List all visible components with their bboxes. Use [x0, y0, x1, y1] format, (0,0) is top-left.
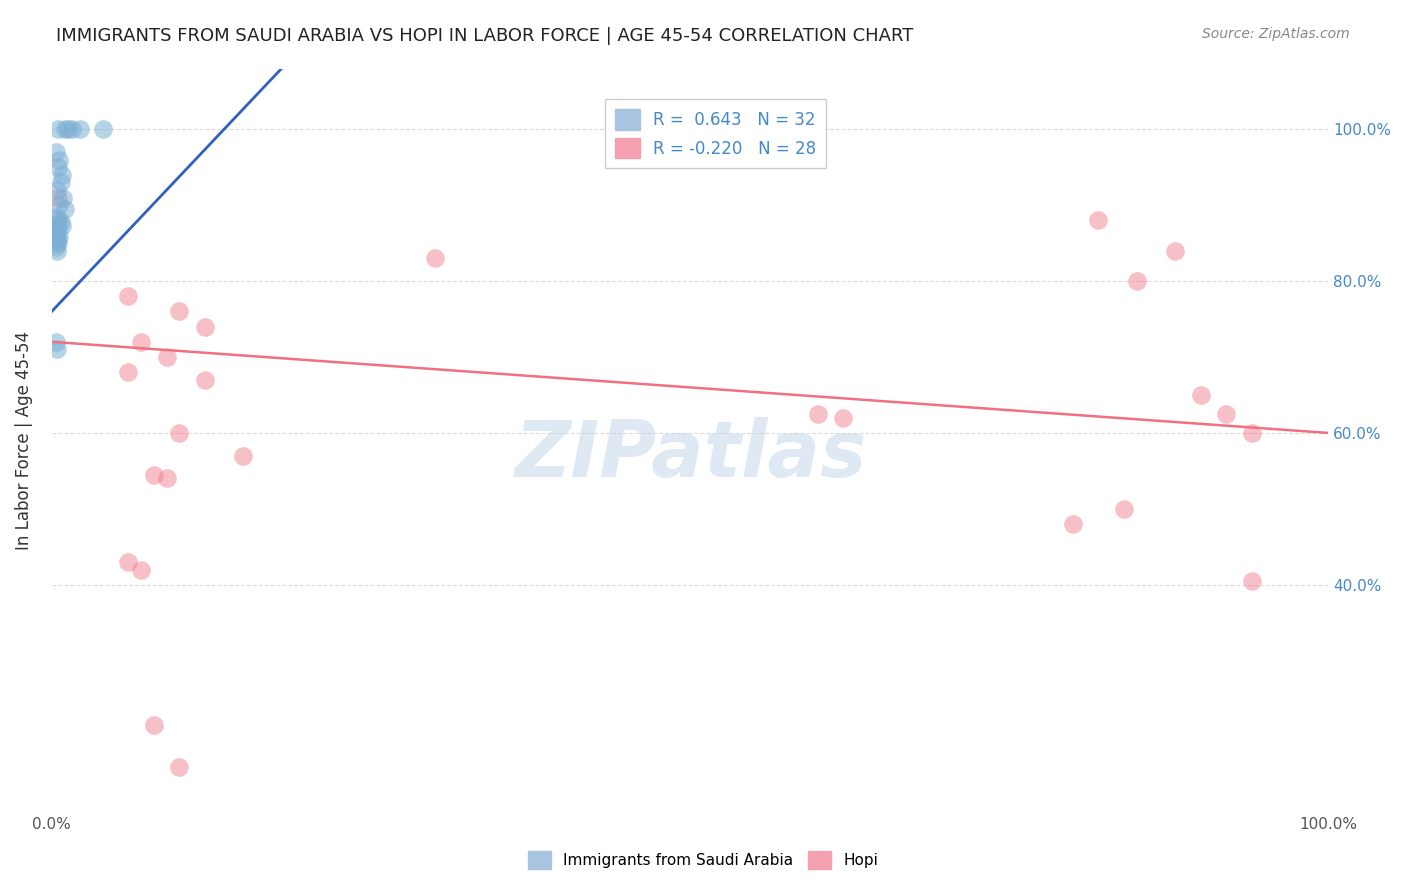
Point	[117, 365, 139, 379]
Point	[48, 230, 70, 244]
Point	[45, 227, 67, 241]
Point	[156, 471, 179, 485]
Point	[45, 217, 67, 231]
Y-axis label: In Labor Force | Age 45-54: In Labor Force | Age 45-54	[15, 331, 32, 550]
Legend: R =  0.643   N = 32, R = -0.220   N = 28: R = 0.643 N = 32, R = -0.220 N = 28	[605, 99, 827, 169]
Point	[46, 211, 69, 226]
Point	[51, 168, 73, 182]
Point	[53, 202, 76, 216]
Point	[117, 289, 139, 303]
Point	[46, 122, 69, 136]
Point	[806, 407, 828, 421]
Legend: Immigrants from Saudi Arabia, Hopi: Immigrants from Saudi Arabia, Hopi	[522, 845, 884, 875]
Point	[129, 563, 152, 577]
Point	[117, 555, 139, 569]
Point	[60, 122, 83, 136]
Point	[1240, 574, 1263, 588]
Point	[45, 210, 67, 224]
Point	[46, 160, 69, 174]
Point	[232, 449, 254, 463]
Point	[91, 122, 114, 136]
Point	[45, 244, 67, 258]
Point	[45, 183, 67, 197]
Point	[49, 175, 72, 189]
Point	[1062, 516, 1084, 531]
Text: ZIPatlas: ZIPatlas	[513, 417, 866, 493]
Point	[169, 425, 191, 440]
Point	[45, 240, 67, 254]
Point	[58, 122, 80, 136]
Point	[46, 236, 69, 251]
Point	[45, 232, 67, 246]
Point	[53, 122, 76, 136]
Text: Source: ZipAtlas.com: Source: ZipAtlas.com	[1202, 27, 1350, 41]
Point	[423, 252, 446, 266]
Point	[46, 191, 69, 205]
Point	[142, 467, 165, 482]
Point	[45, 334, 67, 349]
Point	[45, 343, 67, 357]
Point	[194, 373, 217, 387]
Point	[194, 319, 217, 334]
Point	[69, 122, 91, 136]
Point	[1087, 213, 1109, 227]
Point	[45, 228, 67, 243]
Point	[129, 334, 152, 349]
Point	[48, 198, 70, 212]
Point	[1215, 407, 1237, 421]
Point	[49, 215, 72, 229]
Point	[48, 153, 70, 167]
Point	[169, 304, 191, 318]
Text: IMMIGRANTS FROM SAUDI ARABIA VS HOPI IN LABOR FORCE | AGE 45-54 CORRELATION CHAR: IMMIGRANTS FROM SAUDI ARABIA VS HOPI IN …	[56, 27, 914, 45]
Point	[45, 221, 67, 235]
Point	[1112, 501, 1135, 516]
Point	[45, 235, 67, 249]
Point	[832, 410, 855, 425]
Point	[1189, 388, 1212, 402]
Point	[51, 219, 73, 233]
Point	[45, 145, 67, 159]
Point	[46, 222, 69, 236]
Point	[156, 350, 179, 364]
Point	[52, 191, 75, 205]
Point	[142, 718, 165, 732]
Point	[1125, 274, 1147, 288]
Point	[1240, 425, 1263, 440]
Point	[1164, 244, 1187, 258]
Point	[169, 760, 191, 774]
